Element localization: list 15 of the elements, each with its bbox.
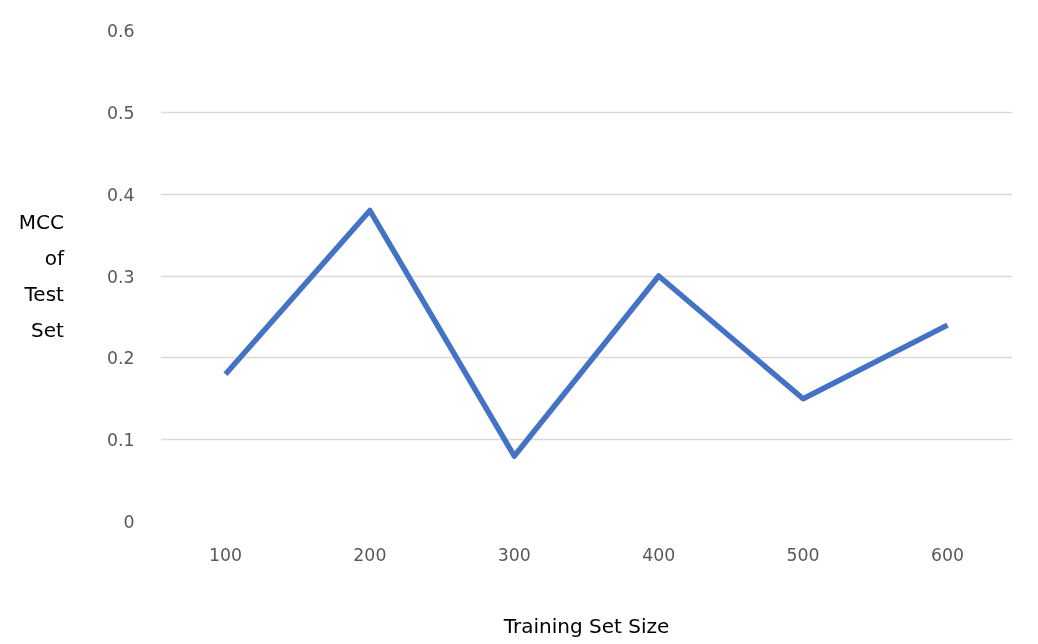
y-tick-label: 0 <box>123 512 135 532</box>
x-tick-label: 400 <box>642 544 676 565</box>
x-tick-label: 200 <box>353 544 387 565</box>
y-tick-label: 0.3 <box>106 266 135 287</box>
x-tick-label: 100 <box>208 544 243 565</box>
y-tick-label: 0.5 <box>106 102 135 123</box>
y-tick-label: 0.6 <box>106 21 135 41</box>
y-tick-label: 0.4 <box>106 184 135 205</box>
y-tick-label: 0.2 <box>106 348 135 369</box>
x-tick-label: 300 <box>497 544 531 565</box>
y-tick-label: 0.1 <box>106 430 135 451</box>
x-axis-title: Training Set Size <box>502 613 670 638</box>
x-tick-label: 500 <box>786 544 820 565</box>
x-tick-label: 600 <box>930 544 965 565</box>
y-axis-title: MCC of Test Set <box>18 210 65 342</box>
